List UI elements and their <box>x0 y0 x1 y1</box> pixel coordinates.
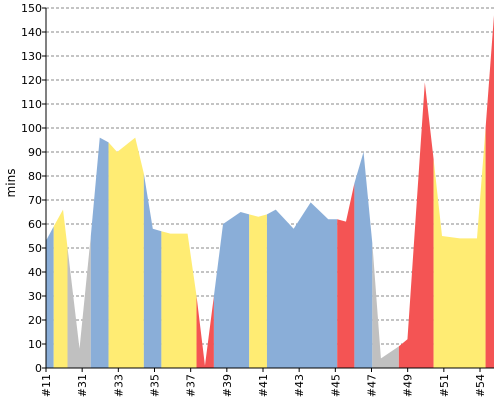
area-segment-blue <box>46 226 54 368</box>
y-tick-label: 80 <box>28 170 42 183</box>
x-tick-label: #35 <box>149 374 162 397</box>
y-tick-label: 150 <box>21 2 42 15</box>
x-tick-label: #49 <box>402 374 415 397</box>
y-tick-label: 40 <box>28 266 42 279</box>
x-tick-label: #11 <box>40 374 53 397</box>
area-segment-blue <box>143 173 162 368</box>
area-segment-gray <box>67 236 91 368</box>
x-tick-label: #51 <box>438 374 451 397</box>
x-tick-label: #31 <box>76 374 89 397</box>
area-segment-red <box>485 15 494 368</box>
area-segment-yellow <box>249 214 267 368</box>
area-segment-red <box>196 296 214 368</box>
y-tick-label: 130 <box>21 50 42 63</box>
y-tick-label: 20 <box>28 314 42 327</box>
y-tick-label: 110 <box>21 98 42 111</box>
area-segment-yellow <box>433 128 486 368</box>
x-tick-label: #43 <box>293 374 306 397</box>
y-tick-label: 10 <box>28 338 42 351</box>
area-segment-red <box>337 183 355 368</box>
area-segment-yellow <box>53 209 68 368</box>
y-tick-labels: 0 10 20 30 40 50 60 70 80 90 100 110 120 130 140 150 <box>21 2 42 375</box>
y-tick-label: 120 <box>21 74 42 87</box>
area-segments <box>46 15 494 369</box>
y-tick-label: 140 <box>21 26 42 39</box>
area-segment-yellow <box>108 137 144 368</box>
x-tick-label: #41 <box>257 374 270 397</box>
area-segment-blue <box>266 202 338 368</box>
x-tick-label: #47 <box>366 374 379 397</box>
y-tick-label: 60 <box>28 218 42 231</box>
axes <box>42 7 494 372</box>
area-segment-blue <box>213 212 250 368</box>
x-tick-label: #39 <box>221 374 234 397</box>
y-tick-label: 90 <box>28 146 42 159</box>
y-tick-label: 0 <box>35 362 42 375</box>
area-segment-red <box>398 82 434 369</box>
x-tick-label: #45 <box>329 374 342 397</box>
y-tick-label: 70 <box>28 194 42 207</box>
area-segment-gray <box>372 243 399 368</box>
y-axis-label: mins <box>4 169 18 198</box>
area-segment-blue <box>90 137 109 368</box>
area-segment-blue <box>354 152 373 368</box>
x-tick-labels: #11 #31 #33 #35 #37 #39 #41 #43 #45 #47 #49 #51 #54 <box>40 374 487 397</box>
y-tick-label: 100 <box>21 122 42 135</box>
y-tick-label: 30 <box>28 290 42 303</box>
y-tick-label: 50 <box>28 242 42 255</box>
x-tick-label: #33 <box>112 374 125 397</box>
area-segment-yellow <box>161 231 197 368</box>
x-tick-label: #37 <box>185 374 198 397</box>
x-tick-label: #54 <box>474 374 487 397</box>
